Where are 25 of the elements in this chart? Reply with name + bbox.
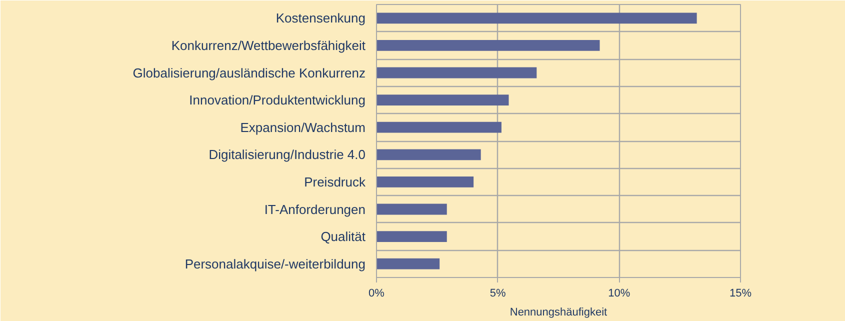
y-tick-label: Globalisierung/ausländische Konkurrenz (132, 65, 366, 80)
x-tick-label: 15% (729, 288, 752, 300)
bar (376, 258, 440, 270)
y-tick-label: Konkurrenz/Wettbewerbsfähigkeit (171, 38, 366, 53)
y-tick-label: Digitalisierung/Industrie 4.0 (208, 147, 366, 162)
bar (376, 149, 481, 160)
y-tick-label: Qualität (320, 229, 366, 244)
bar (376, 176, 474, 188)
y-tick-label: Preisdruck (304, 174, 366, 190)
x-tick-label: 5% (490, 288, 506, 300)
bar (376, 204, 447, 215)
x-axis-title: Nennungshäufigkeit (510, 306, 608, 318)
bar (376, 12, 697, 24)
bar (376, 67, 537, 78)
bar (376, 122, 502, 133)
x-tick-label: 10% (608, 288, 630, 300)
y-tick-label: Kostensenkung (276, 10, 366, 26)
y-tick-label: IT-Anforderungen (264, 202, 366, 217)
bar (376, 231, 447, 242)
bar (376, 94, 509, 106)
y-tick-label: Innovation/Produktentwicklung (189, 92, 366, 108)
y-tick-label: Personalakquise/-weiterbildung (184, 256, 366, 272)
y-tick-label: Expansion/Wachstum (240, 120, 366, 135)
bar (376, 40, 600, 51)
x-tick-label: 0% (368, 288, 385, 300)
